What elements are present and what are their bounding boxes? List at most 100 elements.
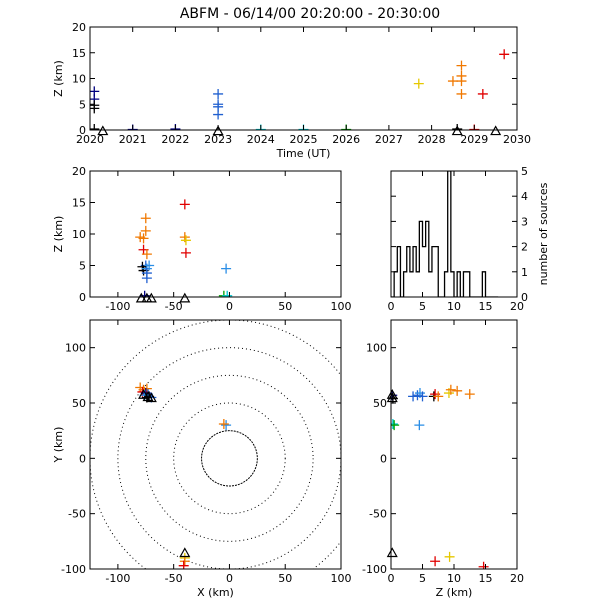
panel-time-height: 2020 2021 2022 2023 2024 2025 2026 2027 2028 2029… xyxy=(52,21,531,160)
data-point xyxy=(178,560,189,569)
y-tick-label: 5 xyxy=(79,260,86,273)
data-point xyxy=(213,109,224,120)
range-ring xyxy=(90,320,341,569)
y-tick-label: 0 xyxy=(79,291,86,304)
x-tick-label: 2028 xyxy=(418,133,446,146)
y-tick-label: 100 xyxy=(65,342,86,355)
y-axis-label: Z (km) xyxy=(52,216,65,253)
y-axis-label: number of sources xyxy=(537,182,550,285)
x-axis-label: Z (km) xyxy=(436,586,473,599)
station-marker xyxy=(386,389,398,399)
data-point xyxy=(413,78,424,89)
range-ring xyxy=(173,402,286,515)
data-point xyxy=(141,273,152,284)
plot-area xyxy=(391,171,499,297)
data-point xyxy=(456,88,467,99)
data-point xyxy=(391,420,400,431)
x-tick-label: 2027 xyxy=(375,133,403,146)
data-point xyxy=(138,233,149,244)
station-marker xyxy=(97,125,109,136)
data-point xyxy=(445,384,456,395)
y-tick-label: 20 xyxy=(72,165,86,178)
x-tick-label: -100 xyxy=(105,300,130,313)
y-tick-label: 0 xyxy=(79,124,86,137)
x-tick-label: 15 xyxy=(479,300,493,313)
station-marker xyxy=(145,392,157,403)
range-ring xyxy=(145,374,314,542)
data-point xyxy=(179,556,190,567)
station-marker xyxy=(145,292,157,303)
data-point xyxy=(180,235,191,246)
plot-frame xyxy=(89,170,342,298)
x-tick-label: 15 xyxy=(479,572,493,585)
x-tick-label: 50 xyxy=(278,572,292,585)
data-point xyxy=(444,551,455,562)
y-tick-label: -50 xyxy=(68,508,86,521)
data-point xyxy=(221,420,232,431)
x-tick-label: 20 xyxy=(510,300,524,313)
data-point xyxy=(391,419,398,430)
x-tick-label: 2024 xyxy=(247,133,275,146)
x-tick-label: 5 xyxy=(419,572,426,585)
histogram-bar xyxy=(429,272,432,297)
station-marker xyxy=(179,292,191,303)
x-tick-label: 10 xyxy=(447,572,461,585)
x-tick-label: 2030 xyxy=(503,133,531,146)
y-tick-label: 10 xyxy=(72,228,86,241)
data-point xyxy=(464,389,475,400)
y-tick-label: 3 xyxy=(521,215,528,228)
x-tick-label: 0 xyxy=(388,572,395,585)
y-tick-label: 0 xyxy=(79,452,86,465)
x-tick-label: 2022 xyxy=(161,133,189,146)
data-point xyxy=(456,60,467,71)
station-marker xyxy=(386,547,398,558)
figure-title: ABFM - 06/14/00 20:20:00 - 20:30:00 xyxy=(180,6,440,22)
x-tick-label: -50 xyxy=(165,572,183,585)
x-tick-label: 2021 xyxy=(119,133,147,146)
y-tick-label: 100 xyxy=(366,342,387,355)
data-point xyxy=(456,76,467,87)
station-marker xyxy=(451,125,463,136)
y-tick-label: 50 xyxy=(72,397,86,410)
y-tick-label: -100 xyxy=(362,563,387,576)
plot-area xyxy=(135,199,233,297)
x-tick-label: 100 xyxy=(331,572,352,585)
y-tick-label: 50 xyxy=(373,397,387,410)
x-tick-label: 2020 xyxy=(76,133,104,146)
data-point xyxy=(218,419,229,430)
y-tick-label: 20 xyxy=(72,21,86,34)
x-tick-label: 5 xyxy=(419,300,426,313)
y-tick-label: -50 xyxy=(369,508,387,521)
data-point xyxy=(140,225,151,236)
y-axis-label: Y (km) xyxy=(52,427,65,464)
y-tick-label: 5 xyxy=(79,98,86,111)
plot-area xyxy=(90,320,341,569)
y-tick-label: 0 xyxy=(380,452,387,465)
x-tick-label: 10 xyxy=(447,300,461,313)
x-tick-label: 2026 xyxy=(332,133,360,146)
y-tick-label: 5 xyxy=(521,165,528,178)
plot-frame xyxy=(89,319,342,570)
panel-plan-view: -100 -50 0 50 100 -100 -50 0 50 100 X (km) Y (km) xyxy=(52,319,352,599)
data-point xyxy=(408,391,419,402)
x-tick-label: 20 xyxy=(510,572,524,585)
x-tick-label: 0 xyxy=(388,300,395,313)
data-point xyxy=(478,561,489,569)
x-tick-label: 2029 xyxy=(460,133,488,146)
data-point xyxy=(222,290,233,297)
data-point xyxy=(179,199,190,210)
data-point xyxy=(477,88,488,99)
data-point xyxy=(447,76,458,87)
y-tick-label: -100 xyxy=(61,563,86,576)
data-point xyxy=(412,390,423,401)
x-tick-label: 100 xyxy=(331,300,352,313)
y-tick-label: 1 xyxy=(521,266,528,279)
station-marker xyxy=(138,389,150,399)
data-point xyxy=(213,88,224,99)
station-marker xyxy=(490,125,502,136)
station-marker xyxy=(212,125,224,136)
data-point xyxy=(452,385,463,396)
x-axis-label: Time (UT) xyxy=(276,147,331,160)
x-tick-label: -100 xyxy=(105,572,130,585)
